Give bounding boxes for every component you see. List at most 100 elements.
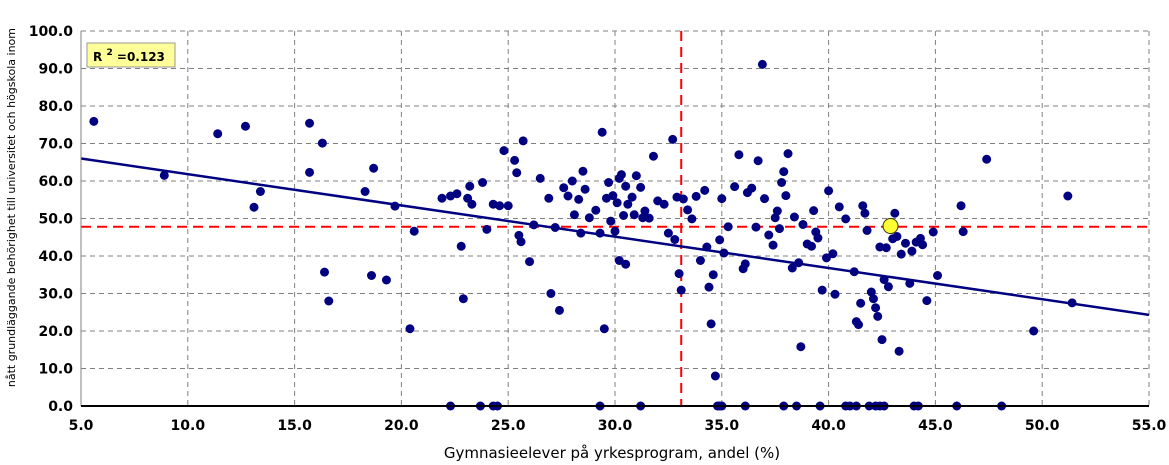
x-tick-label: 45.0 [918, 418, 953, 434]
x-tick-label: 20.0 [384, 418, 419, 434]
data-point [834, 202, 844, 212]
data-point [854, 320, 864, 330]
data-point [764, 230, 774, 240]
data-point [783, 149, 793, 159]
data-point [890, 208, 900, 218]
data-point [928, 227, 938, 237]
data-point [809, 206, 819, 216]
data-point [787, 263, 797, 273]
data-point [240, 121, 250, 131]
data-point [525, 257, 535, 267]
data-point [580, 184, 590, 194]
data-point [535, 173, 545, 183]
data-point [760, 194, 770, 204]
data-point [599, 324, 609, 334]
r2-label: R [93, 50, 102, 64]
x-tick-label: 30.0 [598, 418, 633, 434]
trend-line [80, 157, 1150, 317]
data-point [933, 271, 943, 280]
data-point [982, 154, 992, 164]
x-tick-label: 50.0 [1025, 418, 1060, 434]
data-point [591, 205, 601, 215]
data-point [554, 305, 564, 315]
y-tick-label: 60.0 [38, 174, 73, 190]
data-point [563, 191, 573, 201]
data-point [616, 170, 626, 180]
data-point [824, 186, 834, 196]
data-point [881, 243, 891, 253]
data-point [369, 163, 379, 173]
data-point [907, 246, 917, 256]
data-point [894, 346, 904, 356]
data-point [255, 187, 265, 196]
data-point [452, 189, 462, 199]
data-point [317, 138, 327, 148]
data-point [858, 201, 868, 211]
data-point [900, 238, 910, 248]
data-point [360, 187, 370, 196]
data-point [678, 194, 688, 204]
data-point [730, 182, 740, 192]
data-point [213, 129, 223, 139]
data-point [612, 198, 622, 208]
data-point [668, 134, 678, 144]
data-point [670, 235, 680, 244]
data-point [717, 194, 727, 204]
data-point [629, 210, 639, 220]
data-point [409, 226, 419, 236]
data-point [631, 171, 641, 181]
data-point [478, 178, 488, 187]
data-point [644, 213, 654, 223]
data-point [777, 178, 787, 187]
data-point [691, 191, 701, 201]
data-point [610, 226, 620, 236]
data-point [659, 199, 669, 209]
data-point [159, 170, 169, 180]
x-tick-label: 40.0 [811, 418, 846, 434]
data-point [817, 285, 827, 295]
data-point [676, 285, 686, 295]
data-point [544, 193, 554, 203]
data-point [695, 256, 705, 265]
data-point [608, 191, 618, 201]
data-point [877, 335, 887, 345]
y-tick-label: 0.0 [48, 399, 73, 415]
x-tick-label: 10.0 [171, 418, 206, 434]
data-point [862, 226, 872, 235]
data-point [503, 201, 513, 211]
data-point [638, 213, 648, 223]
data-point [324, 296, 334, 306]
data-point [499, 146, 509, 156]
data-point [871, 303, 881, 313]
x-tick-label: 55.0 [1132, 418, 1167, 434]
highlight-point [882, 218, 899, 234]
data-point [807, 241, 817, 251]
axes [80, 31, 1149, 407]
y-tick-label: 50.0 [38, 212, 73, 228]
data-point [510, 155, 520, 165]
data-point [482, 224, 492, 234]
data-point [892, 232, 902, 241]
data-point [687, 214, 697, 224]
data-point [768, 240, 778, 250]
data-point [320, 267, 330, 277]
data-point [584, 213, 594, 223]
data-point [922, 296, 932, 306]
data-point [856, 298, 866, 308]
x-axis-title: Gymnasieelever på yrkesprogram, andel (%… [444, 444, 780, 462]
data-point [89, 116, 99, 126]
y-tick-label: 90.0 [38, 62, 73, 78]
data-point [636, 182, 646, 192]
data-point [458, 294, 468, 304]
data-point [597, 127, 607, 137]
data-point [648, 151, 658, 161]
grid-lines [81, 30, 1150, 406]
data-points [89, 59, 1077, 411]
data-point [467, 199, 477, 209]
data-point [779, 167, 789, 177]
data-point [723, 222, 733, 232]
y-tick-label: 40.0 [38, 249, 73, 265]
data-point [569, 210, 579, 220]
data-point [821, 253, 831, 263]
data-point [249, 202, 259, 212]
